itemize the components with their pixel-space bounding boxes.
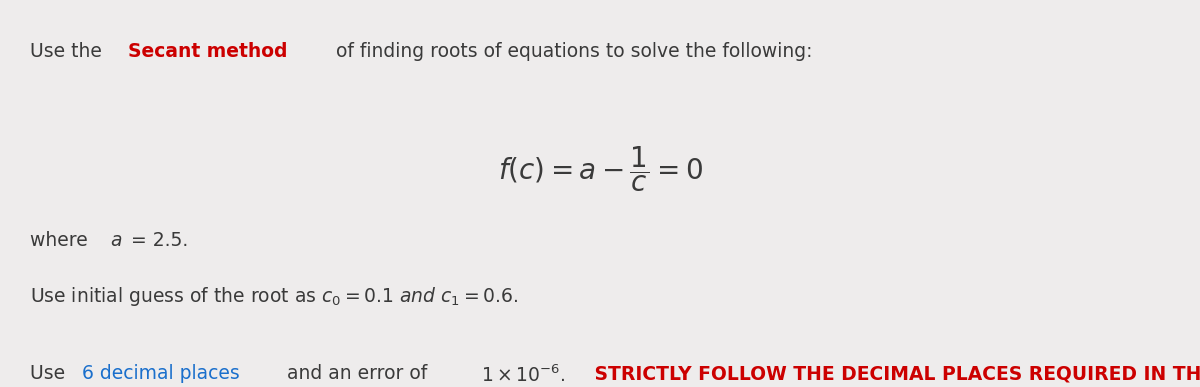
Text: Use the: Use the xyxy=(30,42,108,61)
Text: Use initial guess of the root as $c_0 = 0.1$ $\mathit{and}$ $c_1 = 0.6.$: Use initial guess of the root as $c_0 = … xyxy=(30,284,518,308)
Text: = 2.5.: = 2.5. xyxy=(125,231,188,250)
Text: and an error of: and an error of xyxy=(281,364,439,383)
Text: a: a xyxy=(110,231,121,250)
Text: where: where xyxy=(30,231,94,250)
Text: $1\times10^{-6}$.: $1\times10^{-6}$. xyxy=(481,364,566,386)
Text: 6 decimal places: 6 decimal places xyxy=(82,364,239,383)
Text: Secant method: Secant method xyxy=(128,42,288,61)
Text: $f(c)=a-\dfrac{1}{c}=0$: $f(c)=a-\dfrac{1}{c}=0$ xyxy=(498,144,702,194)
Text: of finding roots of equations to solve the following:: of finding roots of equations to solve t… xyxy=(330,42,812,61)
Text: Use: Use xyxy=(30,364,71,383)
Text: STRICTLY FOLLOW THE DECIMAL PLACES REQUIRED IN THIS PROBLEM.: STRICTLY FOLLOW THE DECIMAL PLACES REQUI… xyxy=(588,364,1200,383)
